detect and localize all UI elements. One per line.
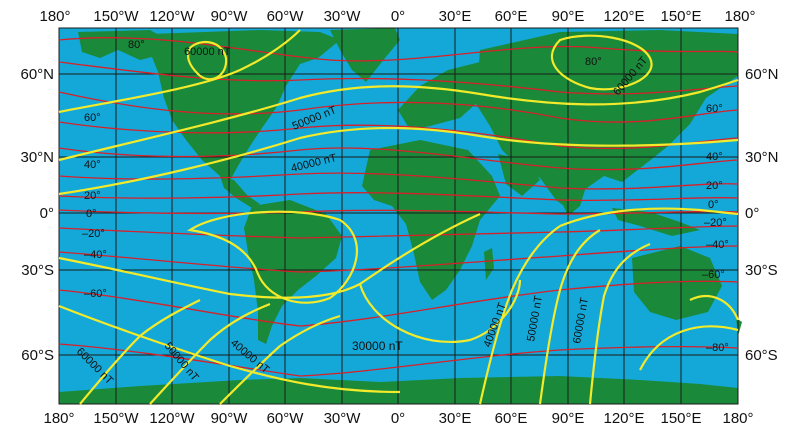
lon-label: 180° [39,8,70,25]
lat-label: 30°N [745,149,779,166]
lon-label: 60°W [267,410,305,427]
lon-label: 180° [724,8,755,25]
lon-label: 180° [722,410,753,427]
lat-label: 0° [40,205,54,222]
inclination-lines [58,37,739,377]
lon-label: 30°W [324,410,362,427]
lat-label: 30°S [745,262,778,279]
inclination-label: 20° [84,190,101,202]
lon-label: 30°E [439,410,472,427]
lon-label: 60°E [495,410,528,427]
lat-label: 30°N [20,149,54,166]
lon-label: 0° [391,8,405,25]
inclination-label: 80° [585,56,602,68]
lon-label: 90°W [211,410,249,427]
inclination-label: 40° [84,159,101,171]
lon-label: 120°W [149,8,195,25]
inclination-label: 40° [706,151,723,163]
inclination-label: –60° [84,288,107,300]
lon-label: 90°E [552,410,585,427]
lat-label: 60°S [745,347,778,364]
lon-label: 90°E [552,8,585,25]
lon-label: 180° [43,410,74,427]
inclination-label: 80° [128,39,145,51]
lat-label: 60°N [745,66,779,83]
intensity-lines [58,29,740,405]
contour-label: 60000 nT [184,46,231,58]
lon-label: 120°E [603,8,644,25]
inclination-label: –80° [706,342,729,354]
lon-label: 120°E [603,410,644,427]
inclination-label: –60° [702,269,725,281]
inclination-label: 20° [706,180,723,192]
inclination-label: 0° [708,199,719,211]
inclination-label: 60° [706,103,723,115]
inclination-label: –20° [704,217,727,229]
lat-label: 60°N [20,66,54,83]
inclination-label: 0° [86,208,97,220]
lon-label: 150°W [93,410,139,427]
lon-label: 150°E [660,410,701,427]
inclination-label: –20° [82,228,105,240]
lon-label: 30°E [439,8,472,25]
lon-label: 0° [391,410,405,427]
lon-label: 60°W [267,8,305,25]
lat-label: 60°S [21,347,54,364]
inclination-label: –40° [706,239,729,251]
inclination-label: 60° [84,112,101,124]
inclination-label: –40° [84,249,107,261]
lon-label: 60°E [495,8,528,25]
lon-label: 90°W [211,8,249,25]
lat-label: 30°S [21,262,54,279]
lon-label: 150°E [660,8,701,25]
lat-label: 0° [745,205,759,222]
lon-label: 150°W [93,8,139,25]
right-latitude-labels: 60°N 30°N 0° 30°S 60°S [745,66,779,364]
bottom-longitude-labels: 180° 150°W 120°W 90°W 60°W 30°W 0° 30°E … [43,410,753,427]
contour-label: 30000 nT [352,339,403,353]
left-latitude-labels: 60°N 30°N 0° 30°S 60°S [20,66,54,364]
top-longitude-labels: 180° 150°W 120°W 90°W 60°W 30°W 0° 30°E … [39,8,755,25]
lon-label: 120°W [149,410,195,427]
lon-label: 30°W [324,8,362,25]
